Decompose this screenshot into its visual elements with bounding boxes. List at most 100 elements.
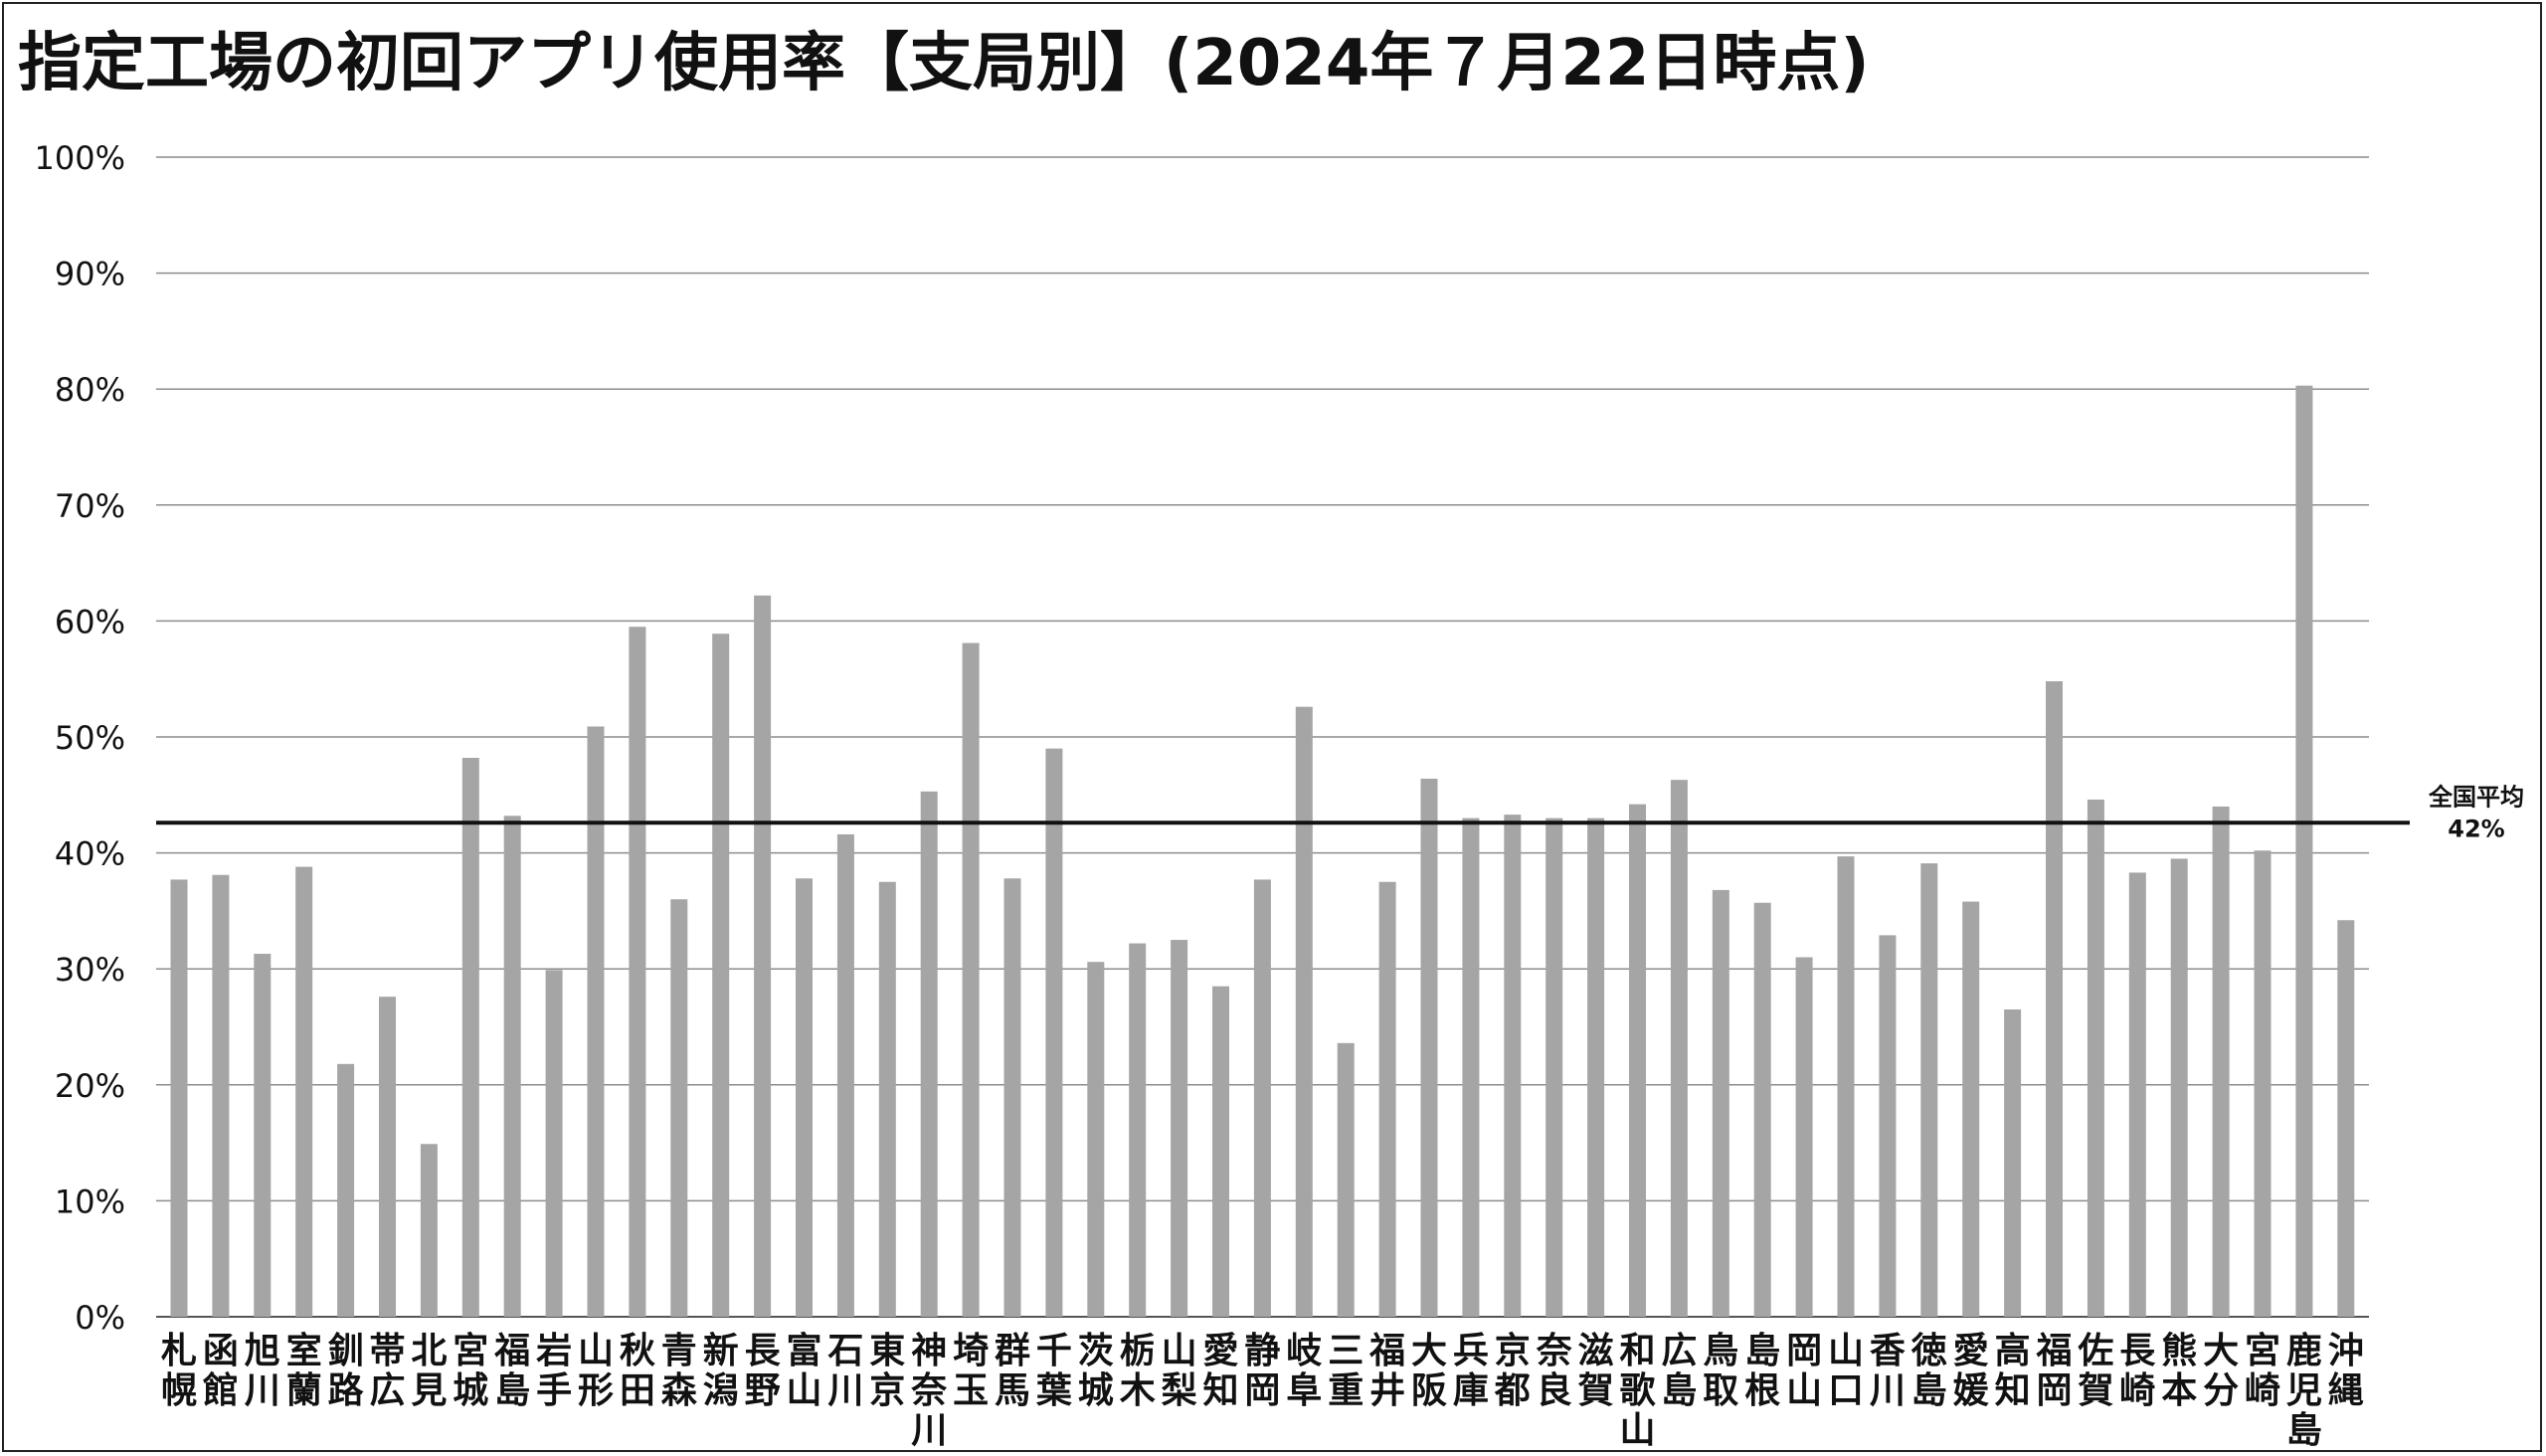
bar bbox=[503, 816, 521, 1317]
bar bbox=[2170, 858, 2188, 1317]
x-tick-label: 滋賀 bbox=[1578, 1331, 1614, 1411]
bar bbox=[2212, 806, 2230, 1317]
x-tick-label: 広島 bbox=[1661, 1331, 1697, 1411]
bar bbox=[1378, 881, 1396, 1317]
x-axis-labels: 札幌函館旭川室蘭釧路帯広北見宮城福島岩手山形秋田青森新潟長野富山石川東京神奈川埼… bbox=[161, 1330, 2364, 1451]
x-tick-label: 青森 bbox=[661, 1331, 698, 1411]
bar bbox=[170, 879, 188, 1317]
x-tick-label: 石川 bbox=[827, 1331, 863, 1411]
bar bbox=[1629, 804, 1646, 1317]
bar bbox=[1753, 902, 1771, 1317]
bar bbox=[1253, 879, 1271, 1317]
x-tick-label: 三重 bbox=[1328, 1331, 1364, 1411]
x-tick-label: 高知 bbox=[1995, 1331, 2031, 1411]
bar bbox=[212, 874, 230, 1317]
x-tick-label: 釧路 bbox=[328, 1331, 365, 1411]
x-tick-label: 奈良 bbox=[1536, 1331, 1572, 1411]
bar bbox=[1879, 935, 1897, 1317]
bar bbox=[254, 954, 272, 1317]
x-tick-label: 長野 bbox=[745, 1331, 782, 1411]
bar bbox=[1712, 889, 1729, 1317]
y-tick-label: 50% bbox=[55, 719, 125, 757]
bar bbox=[1087, 962, 1105, 1317]
bar bbox=[920, 791, 938, 1317]
x-tick-label: 福岡 bbox=[2035, 1331, 2072, 1411]
bar bbox=[2295, 385, 2313, 1317]
bar bbox=[1295, 706, 1313, 1317]
x-tick-label: 静岡 bbox=[1244, 1331, 1280, 1411]
x-tick-label: 香川 bbox=[1870, 1331, 1906, 1411]
average-value-label: 42% bbox=[2448, 815, 2504, 842]
x-tick-label: 岩手 bbox=[536, 1331, 572, 1411]
chart-title: 指定工場の初回アプリ使用率【支局別】(2024年７月22日時点) bbox=[18, 27, 1870, 100]
x-tick-label: 兵庫 bbox=[1453, 1331, 1489, 1411]
x-tick-label: 札幌 bbox=[161, 1331, 197, 1411]
x-tick-label: 長崎 bbox=[2119, 1331, 2156, 1411]
x-tick-label: 宮城 bbox=[453, 1331, 488, 1411]
x-tick-label: 大阪 bbox=[1411, 1331, 1447, 1411]
bar bbox=[587, 726, 605, 1317]
x-tick-label: 山形 bbox=[578, 1331, 614, 1411]
x-tick-label: 福井 bbox=[1368, 1331, 1405, 1411]
x-tick-label: 鳥取 bbox=[1703, 1331, 1738, 1411]
x-tick-label: 函館 bbox=[203, 1331, 239, 1411]
bar bbox=[1045, 748, 1063, 1317]
x-tick-label: 島根 bbox=[1744, 1331, 1780, 1411]
bar bbox=[878, 881, 896, 1317]
bar bbox=[1795, 957, 1813, 1317]
bar bbox=[295, 866, 313, 1317]
y-tick-label: 30% bbox=[55, 951, 125, 989]
x-tick-label: 埼玉 bbox=[953, 1331, 989, 1411]
x-tick-label: 京都 bbox=[1494, 1330, 1531, 1411]
national-average: 全国平均 42% bbox=[156, 783, 2524, 842]
bar bbox=[461, 757, 479, 1317]
bar bbox=[1420, 778, 1438, 1317]
y-tick-label: 90% bbox=[55, 256, 125, 293]
x-tick-label: 新潟 bbox=[703, 1331, 739, 1411]
x-tick-label: 大分 bbox=[2203, 1331, 2239, 1411]
x-tick-label: 秋田 bbox=[620, 1331, 655, 1411]
y-tick-label: 80% bbox=[55, 371, 125, 409]
bar bbox=[1546, 818, 1563, 1317]
x-tick-label: 東京 bbox=[869, 1331, 905, 1411]
y-tick-label: 40% bbox=[55, 835, 125, 873]
bar bbox=[1587, 818, 1605, 1317]
bar bbox=[1129, 943, 1147, 1317]
bar bbox=[379, 997, 396, 1317]
bar bbox=[1003, 878, 1021, 1317]
bar bbox=[2337, 920, 2355, 1317]
bar bbox=[2004, 1009, 2022, 1317]
x-tick-label: 福島 bbox=[493, 1331, 530, 1411]
y-tick-label: 100% bbox=[35, 139, 125, 177]
bar bbox=[2254, 850, 2272, 1317]
bar bbox=[836, 833, 854, 1317]
bar bbox=[712, 634, 730, 1317]
bar bbox=[1337, 1042, 1355, 1317]
x-tick-label: 愛媛 bbox=[1953, 1331, 1990, 1411]
x-tick-label: 旭川 bbox=[245, 1331, 280, 1411]
x-tick-label: 宮崎 bbox=[2245, 1331, 2280, 1411]
bar bbox=[1920, 863, 1938, 1317]
bar bbox=[2128, 872, 2146, 1317]
x-tick-label: 山口 bbox=[1828, 1331, 1864, 1411]
x-tick-label: 栃木 bbox=[1120, 1331, 1156, 1411]
x-tick-label: 愛知 bbox=[1202, 1331, 1238, 1411]
bars bbox=[170, 385, 2355, 1317]
bar bbox=[754, 595, 772, 1317]
average-label: 全国平均 bbox=[2428, 783, 2524, 811]
y-tick-label: 70% bbox=[55, 487, 125, 525]
x-tick-label: 鹿児島 bbox=[2286, 1331, 2322, 1451]
y-tick-label: 10% bbox=[55, 1183, 125, 1220]
x-tick-label: 室蘭 bbox=[286, 1331, 322, 1411]
y-axis-ticks: 0% 10% 20% 30% 40% 50% 60% 70% 80% 90% 100% bbox=[35, 139, 125, 1337]
bar bbox=[670, 899, 688, 1317]
bar bbox=[1962, 901, 1980, 1317]
bar bbox=[1504, 815, 1522, 1317]
x-tick-label: 帯広 bbox=[369, 1331, 405, 1411]
bar bbox=[337, 1063, 355, 1317]
bar bbox=[962, 642, 980, 1317]
x-tick-label: 神奈川 bbox=[910, 1331, 947, 1451]
bar bbox=[420, 1144, 438, 1317]
bar bbox=[1212, 986, 1229, 1317]
